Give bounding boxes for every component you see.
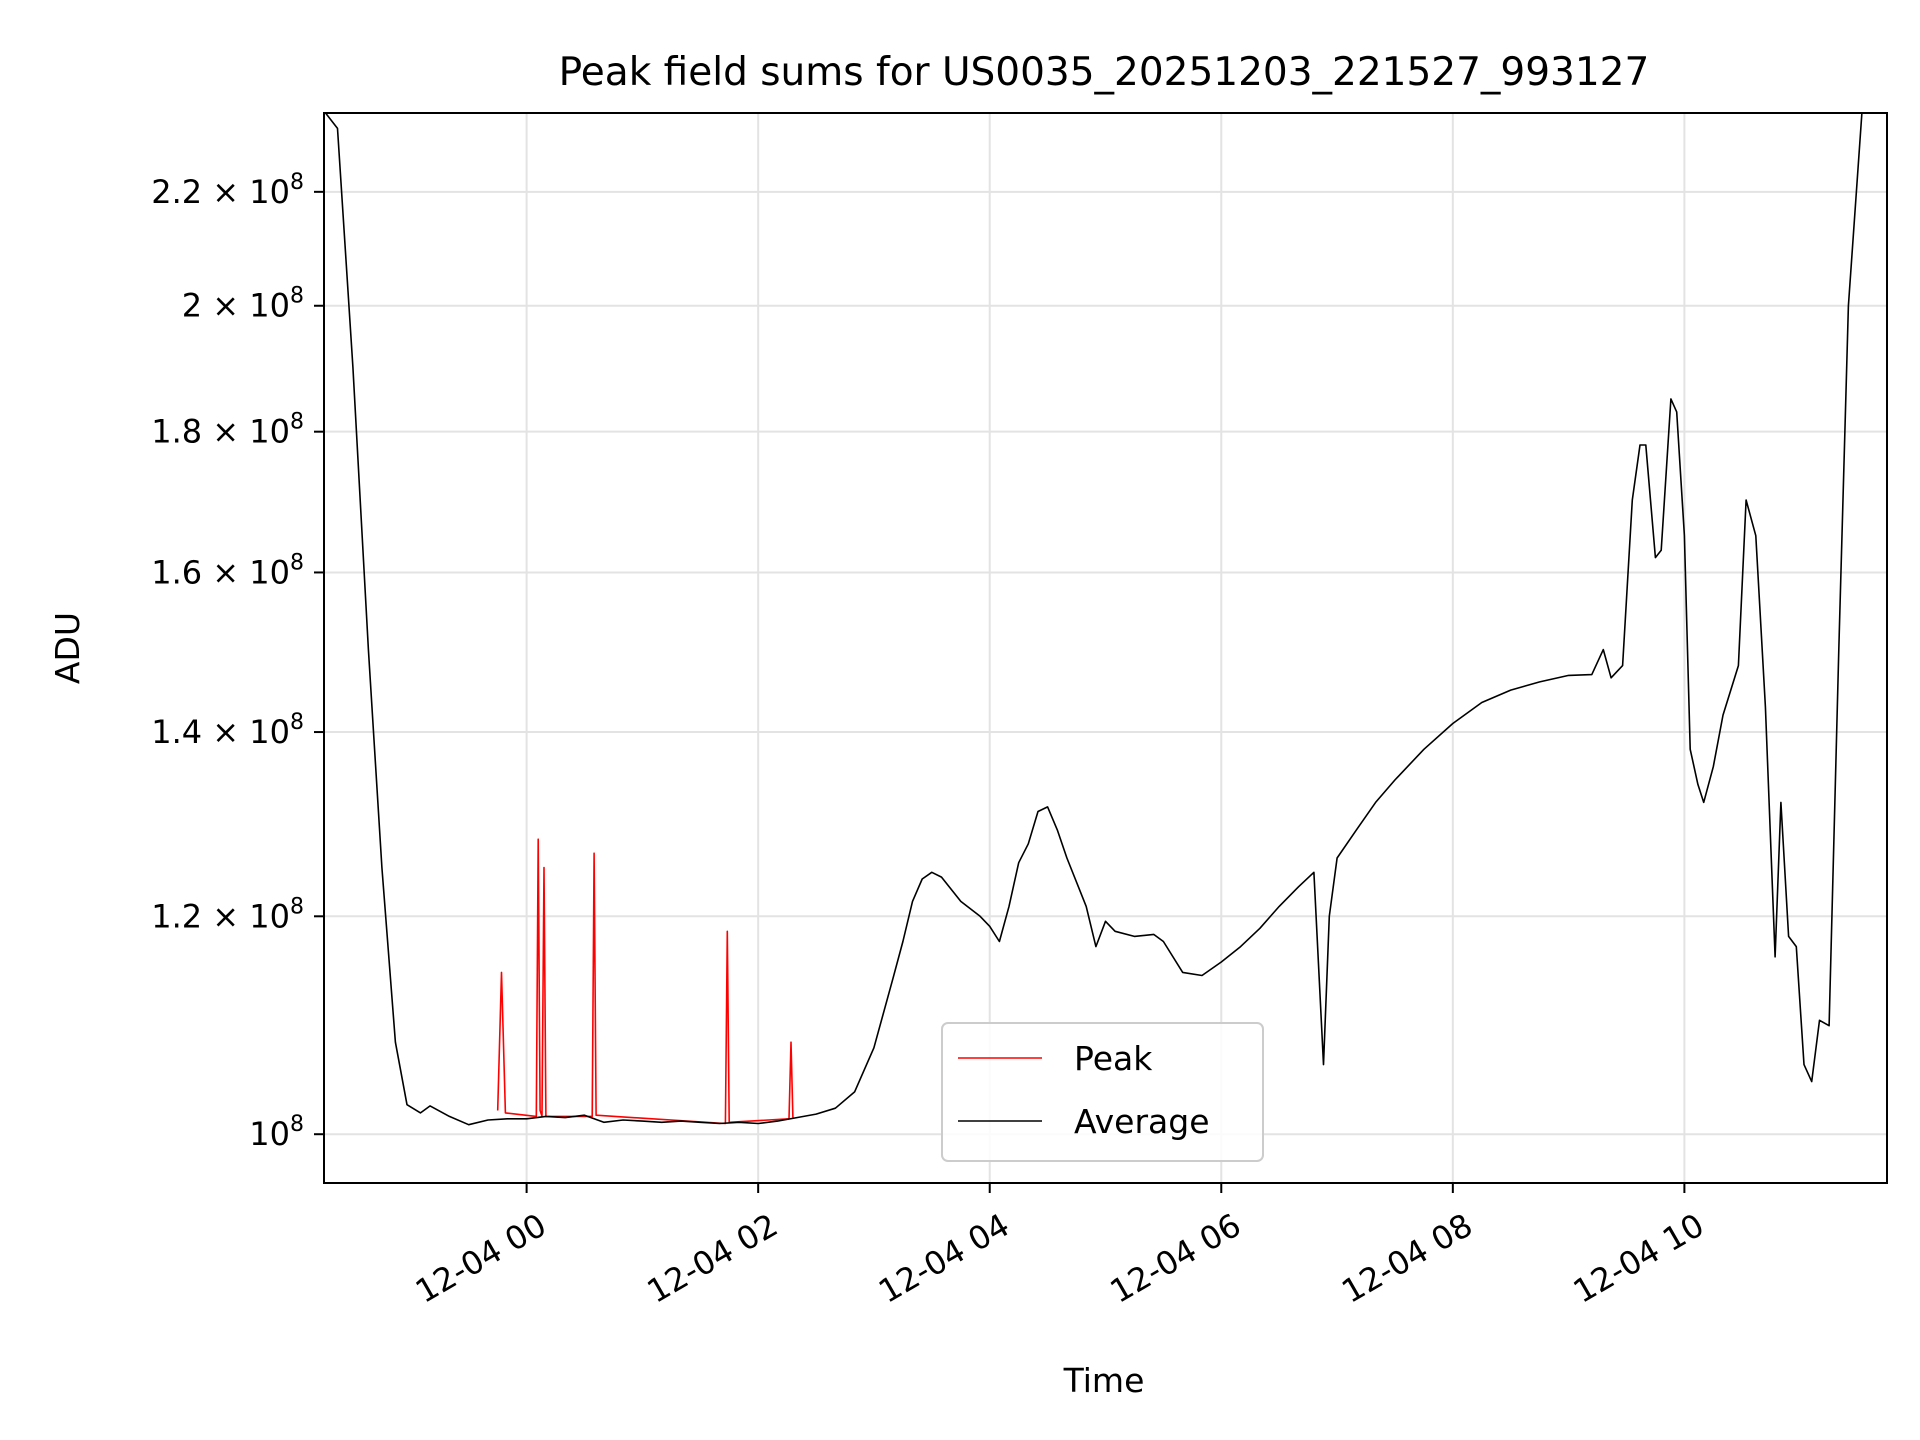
y-tick-label-base: 1.6 × 10	[151, 553, 290, 591]
y-tick-label-exponent: 8	[290, 170, 304, 195]
y-tick-label-exponent: 8	[290, 410, 304, 435]
y-tick-label-base: 10	[249, 1115, 290, 1153]
y-tick-label: 1.6 × 108	[151, 550, 304, 591]
y-tick-label-exponent: 8	[290, 894, 304, 919]
y-tick-label-exponent: 8	[290, 284, 304, 309]
series-line-average	[324, 113, 1872, 1126]
y-tick-label: 1.8 × 108	[151, 410, 304, 451]
grid-lines	[324, 113, 1887, 1183]
y-tick-label: 1.4 × 108	[151, 710, 304, 751]
legend-label-average: Average	[1074, 1102, 1210, 1141]
y-tick-label-base: 1.8 × 10	[151, 413, 290, 451]
y-axis-label: ADU	[48, 612, 87, 684]
y-tick-label: 2 × 108	[182, 284, 304, 325]
series-layer	[324, 113, 1872, 1126]
y-tick-label: 108	[249, 1112, 304, 1153]
y-tick-label: 1.2 × 108	[151, 894, 304, 935]
y-tick-label-exponent: 8	[290, 550, 304, 575]
plot-frame	[323, 112, 1888, 1184]
x-axis-label: Time	[1063, 1361, 1145, 1400]
y-tick-label-base: 1.4 × 10	[151, 713, 290, 751]
legend-label-peak: Peak	[1074, 1039, 1153, 1078]
chart-title: Peak field sums for US0035_20251203_2215…	[559, 50, 1650, 95]
y-tick-label-base: 1.2 × 10	[151, 897, 290, 935]
y-tick-label-base: 2 × 10	[182, 287, 290, 325]
y-tick-label-exponent: 8	[290, 710, 304, 735]
legend: Peak Average	[941, 1022, 1264, 1162]
series-group	[324, 113, 1872, 1126]
y-tick-label-exponent: 8	[290, 1112, 304, 1137]
y-tick-label: 2.2 × 108	[151, 170, 304, 211]
y-tick-label-base: 2.2 × 10	[151, 173, 290, 211]
